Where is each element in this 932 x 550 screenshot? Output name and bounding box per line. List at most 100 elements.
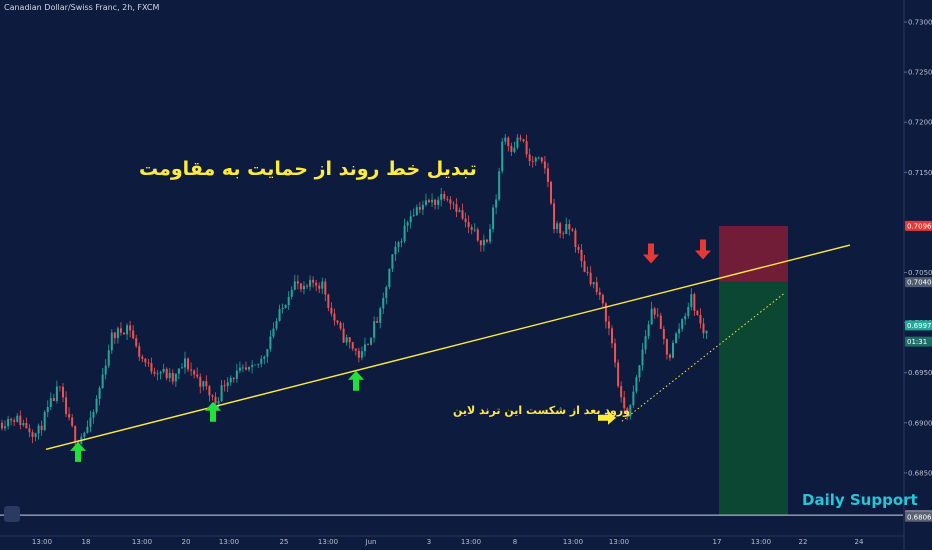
candle-body-195 xyxy=(595,282,598,293)
candle-body-168 xyxy=(513,147,516,152)
price-tag-5: 0.68062 xyxy=(907,513,932,521)
take-profit-zone xyxy=(719,282,788,516)
candle-body-51 xyxy=(156,373,159,375)
candle-body-90 xyxy=(275,320,278,329)
candle-body-102 xyxy=(312,279,315,283)
candle-body-62 xyxy=(190,369,193,371)
arrow-down-icon-3 xyxy=(643,243,659,264)
candle-body-112 xyxy=(342,328,345,343)
candle-body-4 xyxy=(13,420,16,422)
candle-body-95 xyxy=(290,289,293,297)
price-tag-bg-2 xyxy=(905,320,932,331)
candle-body-157 xyxy=(479,240,482,246)
candle-body-220 xyxy=(672,342,674,358)
x-tick-label-7: Jun xyxy=(365,538,377,546)
annotation-trend-flip: تبدیل خط روند از حمایت به مقاومت xyxy=(139,158,477,180)
candle-body-221 xyxy=(675,333,678,343)
candle-body-76 xyxy=(232,377,235,379)
tradingview-logo-icon[interactable] xyxy=(4,506,20,522)
candle-body-229 xyxy=(699,314,702,324)
candle-body-148 xyxy=(452,203,455,205)
candle-body-206 xyxy=(629,405,632,417)
candle-body-50 xyxy=(153,371,156,374)
candle-body-55 xyxy=(168,372,171,379)
candle-body-186 xyxy=(568,223,571,230)
candle-body-77 xyxy=(235,370,238,379)
candle-body-170 xyxy=(519,137,522,140)
candle-body-29 xyxy=(89,417,92,427)
candle-body-213 xyxy=(650,308,653,325)
x-tick-label-16: 24 xyxy=(855,538,864,546)
price-tag-bg-1 xyxy=(905,277,932,288)
candle-body-142 xyxy=(434,199,437,205)
candle-body-88 xyxy=(269,336,272,350)
candle-body-105 xyxy=(321,281,324,289)
arrow-right-icon-5 xyxy=(598,410,616,425)
candle-body-224 xyxy=(684,315,687,320)
candle-body-164 xyxy=(501,141,504,172)
arrow-up-icon-0 xyxy=(70,441,86,462)
x-tick-label-1: 18 xyxy=(82,538,91,546)
candle-body-42 xyxy=(129,325,132,331)
candle-body-123 xyxy=(376,321,379,323)
x-tick-label-3: 20 xyxy=(182,538,191,546)
candle-body-150 xyxy=(458,210,461,212)
candle-body-129 xyxy=(394,246,397,255)
candle-body-177 xyxy=(540,157,543,162)
candle-body-138 xyxy=(421,204,424,210)
candle-body-49 xyxy=(150,363,153,372)
candle-body-209 xyxy=(638,365,641,378)
candle-body-212 xyxy=(647,324,650,337)
candle-body-218 xyxy=(665,339,668,355)
candle-body-63 xyxy=(193,370,196,375)
annotation-entry: ورود بعد از شکست این ترند لاین xyxy=(453,404,630,417)
candle-body-86 xyxy=(263,356,266,359)
candle-body-201 xyxy=(614,343,617,363)
x-tick-label-9: 13:00 xyxy=(461,538,481,546)
x-tick-label-11: 13:00 xyxy=(563,538,583,546)
candle-body-60 xyxy=(184,358,186,368)
candle-body-106 xyxy=(324,281,327,295)
candle-body-122 xyxy=(373,321,376,338)
candle-body-2 xyxy=(7,419,10,427)
candle-body-185 xyxy=(565,223,568,234)
candle-body-18 xyxy=(55,386,58,401)
candle-body-9 xyxy=(28,428,31,433)
candle-body-225 xyxy=(687,306,690,316)
candle-body-158 xyxy=(482,239,485,246)
candle-body-71 xyxy=(217,401,220,404)
candle-body-147 xyxy=(449,199,452,204)
candle-body-54 xyxy=(165,368,168,379)
price-tag-1: 0.70404 xyxy=(907,279,932,287)
candle-body-16 xyxy=(49,398,52,407)
candle-body-99 xyxy=(302,285,305,290)
candle-body-135 xyxy=(412,215,415,217)
candle-body-40 xyxy=(123,332,125,335)
candle-body-15 xyxy=(46,406,49,413)
candle-body-30 xyxy=(92,411,95,418)
candle-body-230 xyxy=(702,323,705,334)
candle-body-171 xyxy=(522,139,525,142)
candle-body-113 xyxy=(345,337,348,343)
candle-body-173 xyxy=(528,154,531,162)
candle-body-190 xyxy=(580,249,583,262)
candle-body-20 xyxy=(62,386,64,398)
candle-body-179 xyxy=(546,168,549,182)
daily-support-label: Daily Support xyxy=(802,491,918,509)
candle-body-196 xyxy=(598,292,601,295)
candle-body-39 xyxy=(119,328,122,333)
candle-body-114 xyxy=(348,337,351,343)
candle-body-47 xyxy=(144,358,147,363)
candle-body-172 xyxy=(525,141,528,155)
candle-body-78 xyxy=(238,367,241,371)
candle-body-167 xyxy=(510,145,513,152)
candle-body-222 xyxy=(678,328,681,334)
candle-body-184 xyxy=(562,233,565,235)
x-tick-label-15: 22 xyxy=(799,538,808,546)
candle-body-64 xyxy=(196,374,199,377)
candle-body-46 xyxy=(141,356,144,359)
candle-body-45 xyxy=(138,346,141,357)
